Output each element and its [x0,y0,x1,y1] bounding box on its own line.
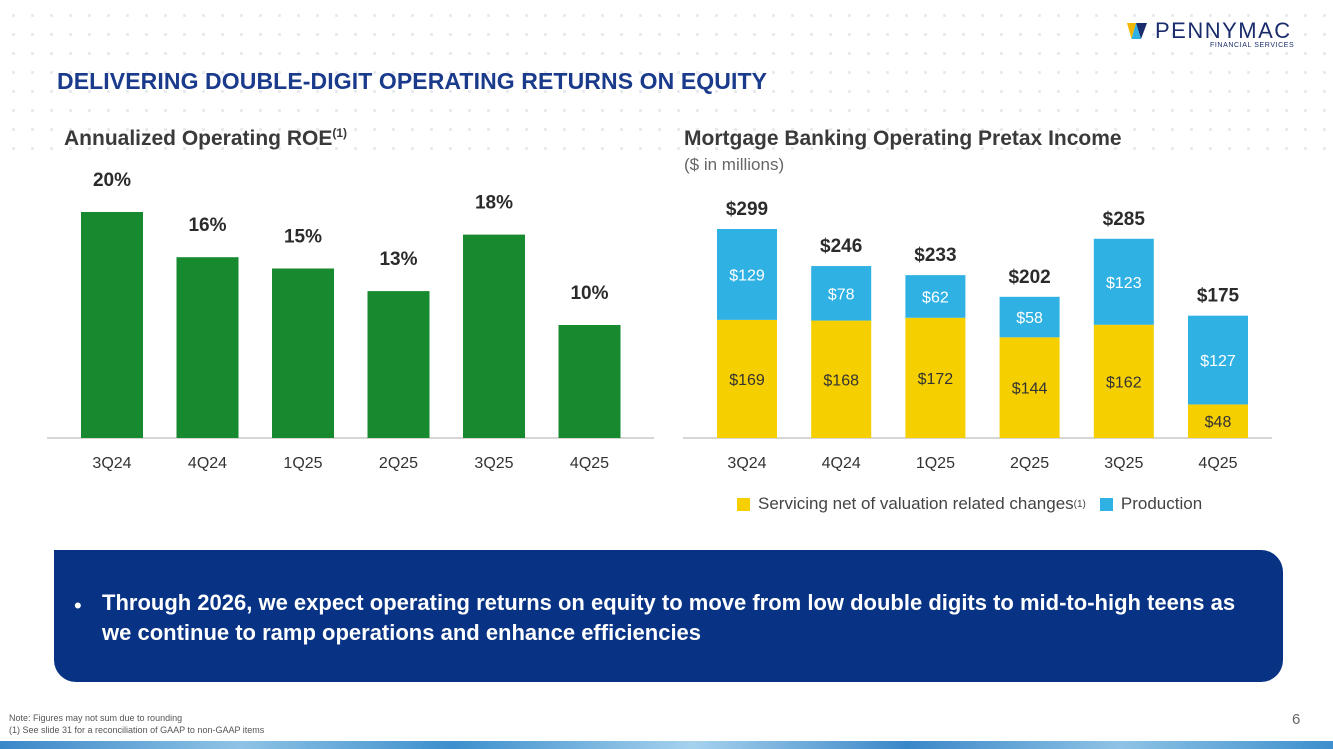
mortgage-chart-legend: Servicing net of valuation related chang… [737,494,1202,514]
servicing-segment-2Q25 [999,337,1060,438]
servicing-value-label-2Q25: $144 [1012,381,1048,398]
legend-item-servicing: Servicing net of valuation related chang… [737,494,1086,514]
mortgage-tick-label-2Q25: 2Q25 [1010,455,1049,472]
mortgage-chart-title: Mortgage Banking Operating Pretax Income [684,127,1122,150]
slide-title: DELIVERING DOUBLE-DIGIT OPERATING RETURN… [57,68,768,94]
roe-chart-title-footnote: (1) [332,126,348,140]
callout-text: Through 2026, we expect operating return… [102,590,1236,645]
servicing-value-label-3Q24: $169 [729,372,765,389]
legend-label-servicing-footnote: (1) [1073,498,1086,510]
roe-tick-label-2Q25: 2Q25 [379,455,418,472]
servicing-value-label-3Q25: $162 [1106,374,1142,391]
servicing-value-label-1Q25: $172 [918,371,954,388]
legend-swatch-production [1099,497,1113,511]
production-value-label-1Q25: $62 [922,289,949,306]
roe-tick-label-1Q25: 1Q25 [283,455,322,472]
roe-tick-label-3Q25: 3Q25 [474,455,513,472]
mortgage-chart-subtitle: ($ in millions) [684,155,785,174]
roe-bar-3Q25 [463,234,525,438]
page-number: 6 [1292,711,1301,728]
mortgage-tick-label-4Q25: 4Q25 [1198,455,1237,472]
servicing-value-label-4Q25: $48 [1205,414,1232,431]
servicing-segment-1Q25 [905,317,966,438]
roe-tick-label-4Q24: 4Q24 [188,455,227,472]
callout-bullet: • [74,593,82,618]
footnotes: Note: Figures may not sum due to roundin… [9,712,264,736]
roe-chart-title-text: Annualized Operating ROE [64,127,333,150]
roe-bar-4Q24 [176,257,239,438]
production-segment-1Q25 [905,275,966,318]
production-segment-3Q25 [1093,238,1154,325]
production-segment-2Q25 [999,296,1060,338]
roe-value-label-1Q25: 15% [284,227,322,248]
legend-label-servicing: Servicing net of valuation related chang… [758,494,1074,513]
total-value-label-4Q25: $175 [1197,286,1240,307]
roe-bar-3Q24 [81,212,143,438]
roe-bar-1Q25 [272,268,334,438]
roe-bar-chart: 20% 3Q24 16% 4Q24 15% 1Q25 13% 2Q25 18% 3Q25 10% 4Q… [47,170,654,472]
production-value-label-4Q24: $78 [828,286,855,303]
roe-value-label-4Q25: 10% [570,283,608,304]
servicing-segment-4Q24 [811,320,872,438]
production-segment-4Q25 [1188,315,1248,405]
mortgage-tick-label-4Q24: 4Q24 [822,455,861,472]
dotted-background-pattern [0,0,1333,160]
key-takeaway-callout: • Through 2026, we expect operating retu… [54,550,1283,682]
roe-value-label-3Q24: 20% [93,170,131,191]
production-segment-4Q24 [811,266,872,321]
legend-swatch-servicing [737,497,750,511]
servicing-segment-4Q25 [1188,404,1248,438]
servicing-segment-3Q25 [1093,324,1154,438]
production-value-label-2Q25: $58 [1016,310,1043,327]
production-value-label-3Q24: $129 [729,267,765,284]
footnote-1: (1) See slide 31 for a reconciliation of… [9,725,265,735]
production-segment-3Q24 [717,229,777,320]
legend-label-production: Production [1120,494,1203,513]
total-value-label-3Q25: $285 [1103,209,1146,230]
total-value-label-3Q24: $299 [726,199,768,220]
roe-bar-4Q25 [558,325,621,438]
pennymac-logo: PENNYMAC FINANCIAL SERVICES [1126,18,1326,52]
total-value-label-1Q25: $233 [914,245,956,266]
roe-value-label-3Q25: 18% [475,193,513,214]
logo-name: PENNYMAC [1155,18,1292,43]
production-value-label-4Q25: $127 [1200,353,1236,370]
servicing-value-label-4Q24: $168 [823,372,859,389]
legend-item-production: Production [1099,494,1203,514]
total-value-label-4Q24: $246 [820,236,862,257]
mortgage-tick-label-3Q24: 3Q24 [727,455,766,472]
total-value-label-2Q25: $202 [1008,267,1050,288]
roe-value-label-2Q25: 13% [379,249,417,270]
mortgage-stacked-bar-chart: $169 $129 $299 3Q24 $168 $78 $246 4Q24 $172 $62 $2… [683,199,1272,472]
mortgage-tick-label-3Q25: 3Q25 [1104,455,1143,472]
roe-tick-label-4Q25: 4Q25 [570,455,609,472]
mortgage-tick-label-1Q25: 1Q25 [916,455,955,472]
roe-value-label-4Q24: 16% [188,215,226,236]
footnote-note: Note: Figures may not sum due to roundin… [9,713,183,723]
logo-subtitle: FINANCIAL SERVICES [1210,42,1295,49]
roe-chart-title: Annualized Operating ROE(1) [64,126,347,151]
bottom-decorative-band [0,741,1333,749]
production-value-label-3Q25: $123 [1106,275,1142,292]
servicing-segment-3Q24 [717,319,777,438]
pennymac-logo-mark-icon [1127,23,1147,39]
roe-bar-2Q25 [367,291,430,438]
roe-tick-label-3Q24: 3Q24 [92,455,131,472]
